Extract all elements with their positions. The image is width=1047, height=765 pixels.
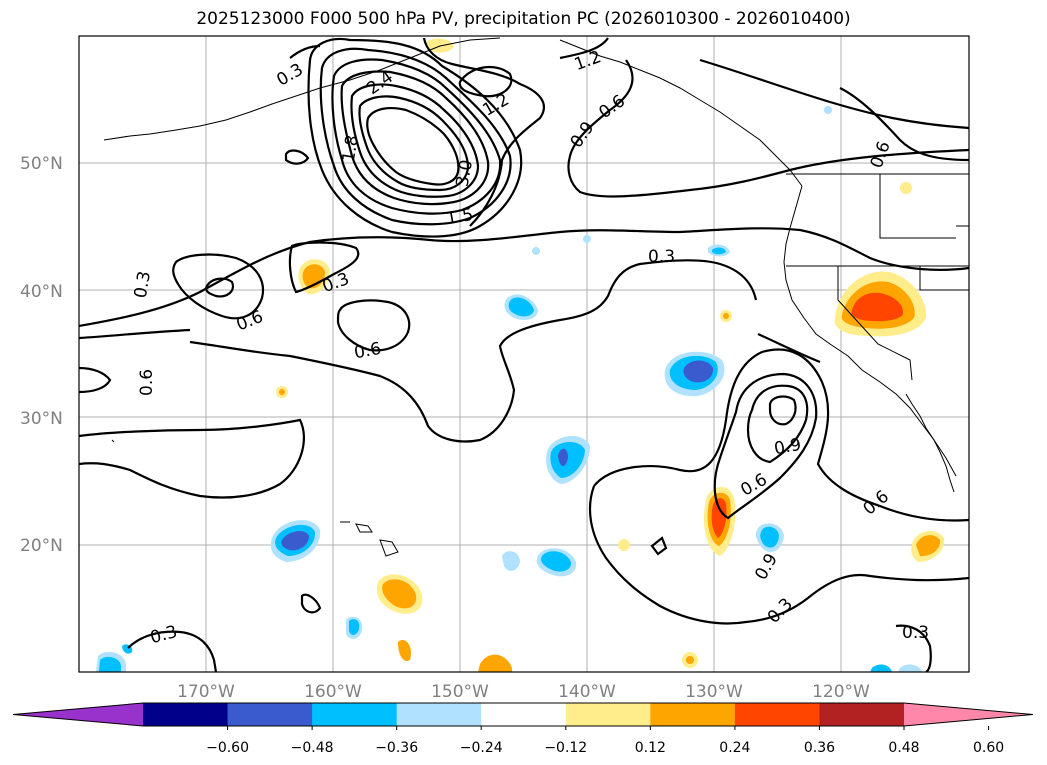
- lat-tick-label: 20°N: [20, 536, 63, 556]
- gridlines: [79, 36, 969, 672]
- colorbar-segment: [396, 703, 482, 726]
- precip-blob-small-1: [398, 640, 411, 662]
- colorbar-tick-label: −0.48: [291, 740, 334, 756]
- precip-blob-141w-blue: [546, 435, 590, 484]
- colorbar-segment: [481, 703, 567, 726]
- svg-text:0.6: 0.6: [137, 369, 157, 396]
- colorbar-outline: [12, 702, 1034, 727]
- svg-text:0.3: 0.3: [902, 623, 929, 643]
- colorbar-tick-label: 0.12: [635, 740, 666, 756]
- colorbar-segment: [565, 703, 651, 726]
- lon-tick-label: 160°W: [304, 682, 362, 702]
- precip-blob-144w-blue: [536, 548, 577, 577]
- lat-tick-label: 40°N: [20, 282, 63, 302]
- precipitation-shading: [96, 38, 945, 672]
- map-frame: [78, 35, 970, 673]
- lon-tick-label: 170°W: [177, 682, 235, 702]
- colorbar-tick-label: −0.60: [206, 740, 249, 756]
- colorbar-segment: [650, 703, 736, 726]
- colorbar-segment: [312, 703, 398, 726]
- colorbar-segment: [819, 703, 905, 726]
- colorbar-tick-label: 0.60: [973, 740, 1004, 756]
- coastlines: [103, 37, 969, 557]
- colorbar-tick-label: −0.36: [375, 740, 418, 756]
- map-panel: 0.3 0.3 0.3 0.3 0.6 0.6 0.6 0.6 0.6 0.6 …: [79, 36, 969, 672]
- precip-blob-164w-blue: [270, 520, 321, 562]
- colorbar-segment: [227, 703, 313, 726]
- colorbar: −0.60 −0.48 −0.36 −0.24 −0.12 0.12 0.24 0.36 0.4…: [12, 702, 1034, 756]
- precip-blob-130w: [703, 486, 736, 556]
- svg-text:0.3: 0.3: [648, 247, 675, 267]
- pv-contours: [79, 37, 969, 672]
- colorbar-extend-min: [13, 703, 143, 726]
- colorbar-tick-label: 0.36: [804, 740, 835, 756]
- colorbar-tick-label: 0.48: [888, 740, 919, 756]
- precip-blob-133w-blue: [664, 351, 725, 397]
- svg-text:1.5: 1.5: [445, 205, 475, 229]
- svg-text:1.8: 1.8: [339, 134, 363, 164]
- colorbar-tick-label: −0.24: [460, 740, 503, 756]
- colorbar-segment: [143, 703, 229, 726]
- latitude-labels: 50°N 40°N 30°N 20°N: [20, 154, 63, 556]
- lon-tick-label: 120°W: [812, 682, 870, 702]
- lat-tick-label: 50°N: [20, 154, 63, 174]
- svg-text:0.6: 0.6: [353, 339, 383, 363]
- precip-blob-small-2: [478, 654, 512, 672]
- longitude-labels: 170°W 160°W 150°W 140°W 130°W 120°W: [177, 682, 870, 702]
- lon-tick-label: 150°W: [431, 682, 489, 702]
- colorbar-extend-max: [904, 703, 1033, 726]
- lat-tick-label: 30°N: [20, 409, 63, 429]
- svg-text:3.0: 3.0: [453, 158, 477, 188]
- lon-tick-label: 130°W: [685, 682, 743, 702]
- svg-text:0.9: 0.9: [773, 435, 803, 459]
- lon-tick-label: 140°W: [558, 682, 616, 702]
- colorbar-tick-label: −0.12: [544, 740, 587, 756]
- colorbar-tick-label: 0.24: [719, 740, 750, 756]
- svg-text:0.3: 0.3: [131, 270, 155, 300]
- map-title: 2025123000 F000 500 hPa PV, precipitatio…: [196, 9, 851, 29]
- colorbar-segment: [734, 703, 820, 726]
- precip-blob-california: [834, 271, 927, 337]
- precip-blob-147w-blue: [504, 294, 538, 320]
